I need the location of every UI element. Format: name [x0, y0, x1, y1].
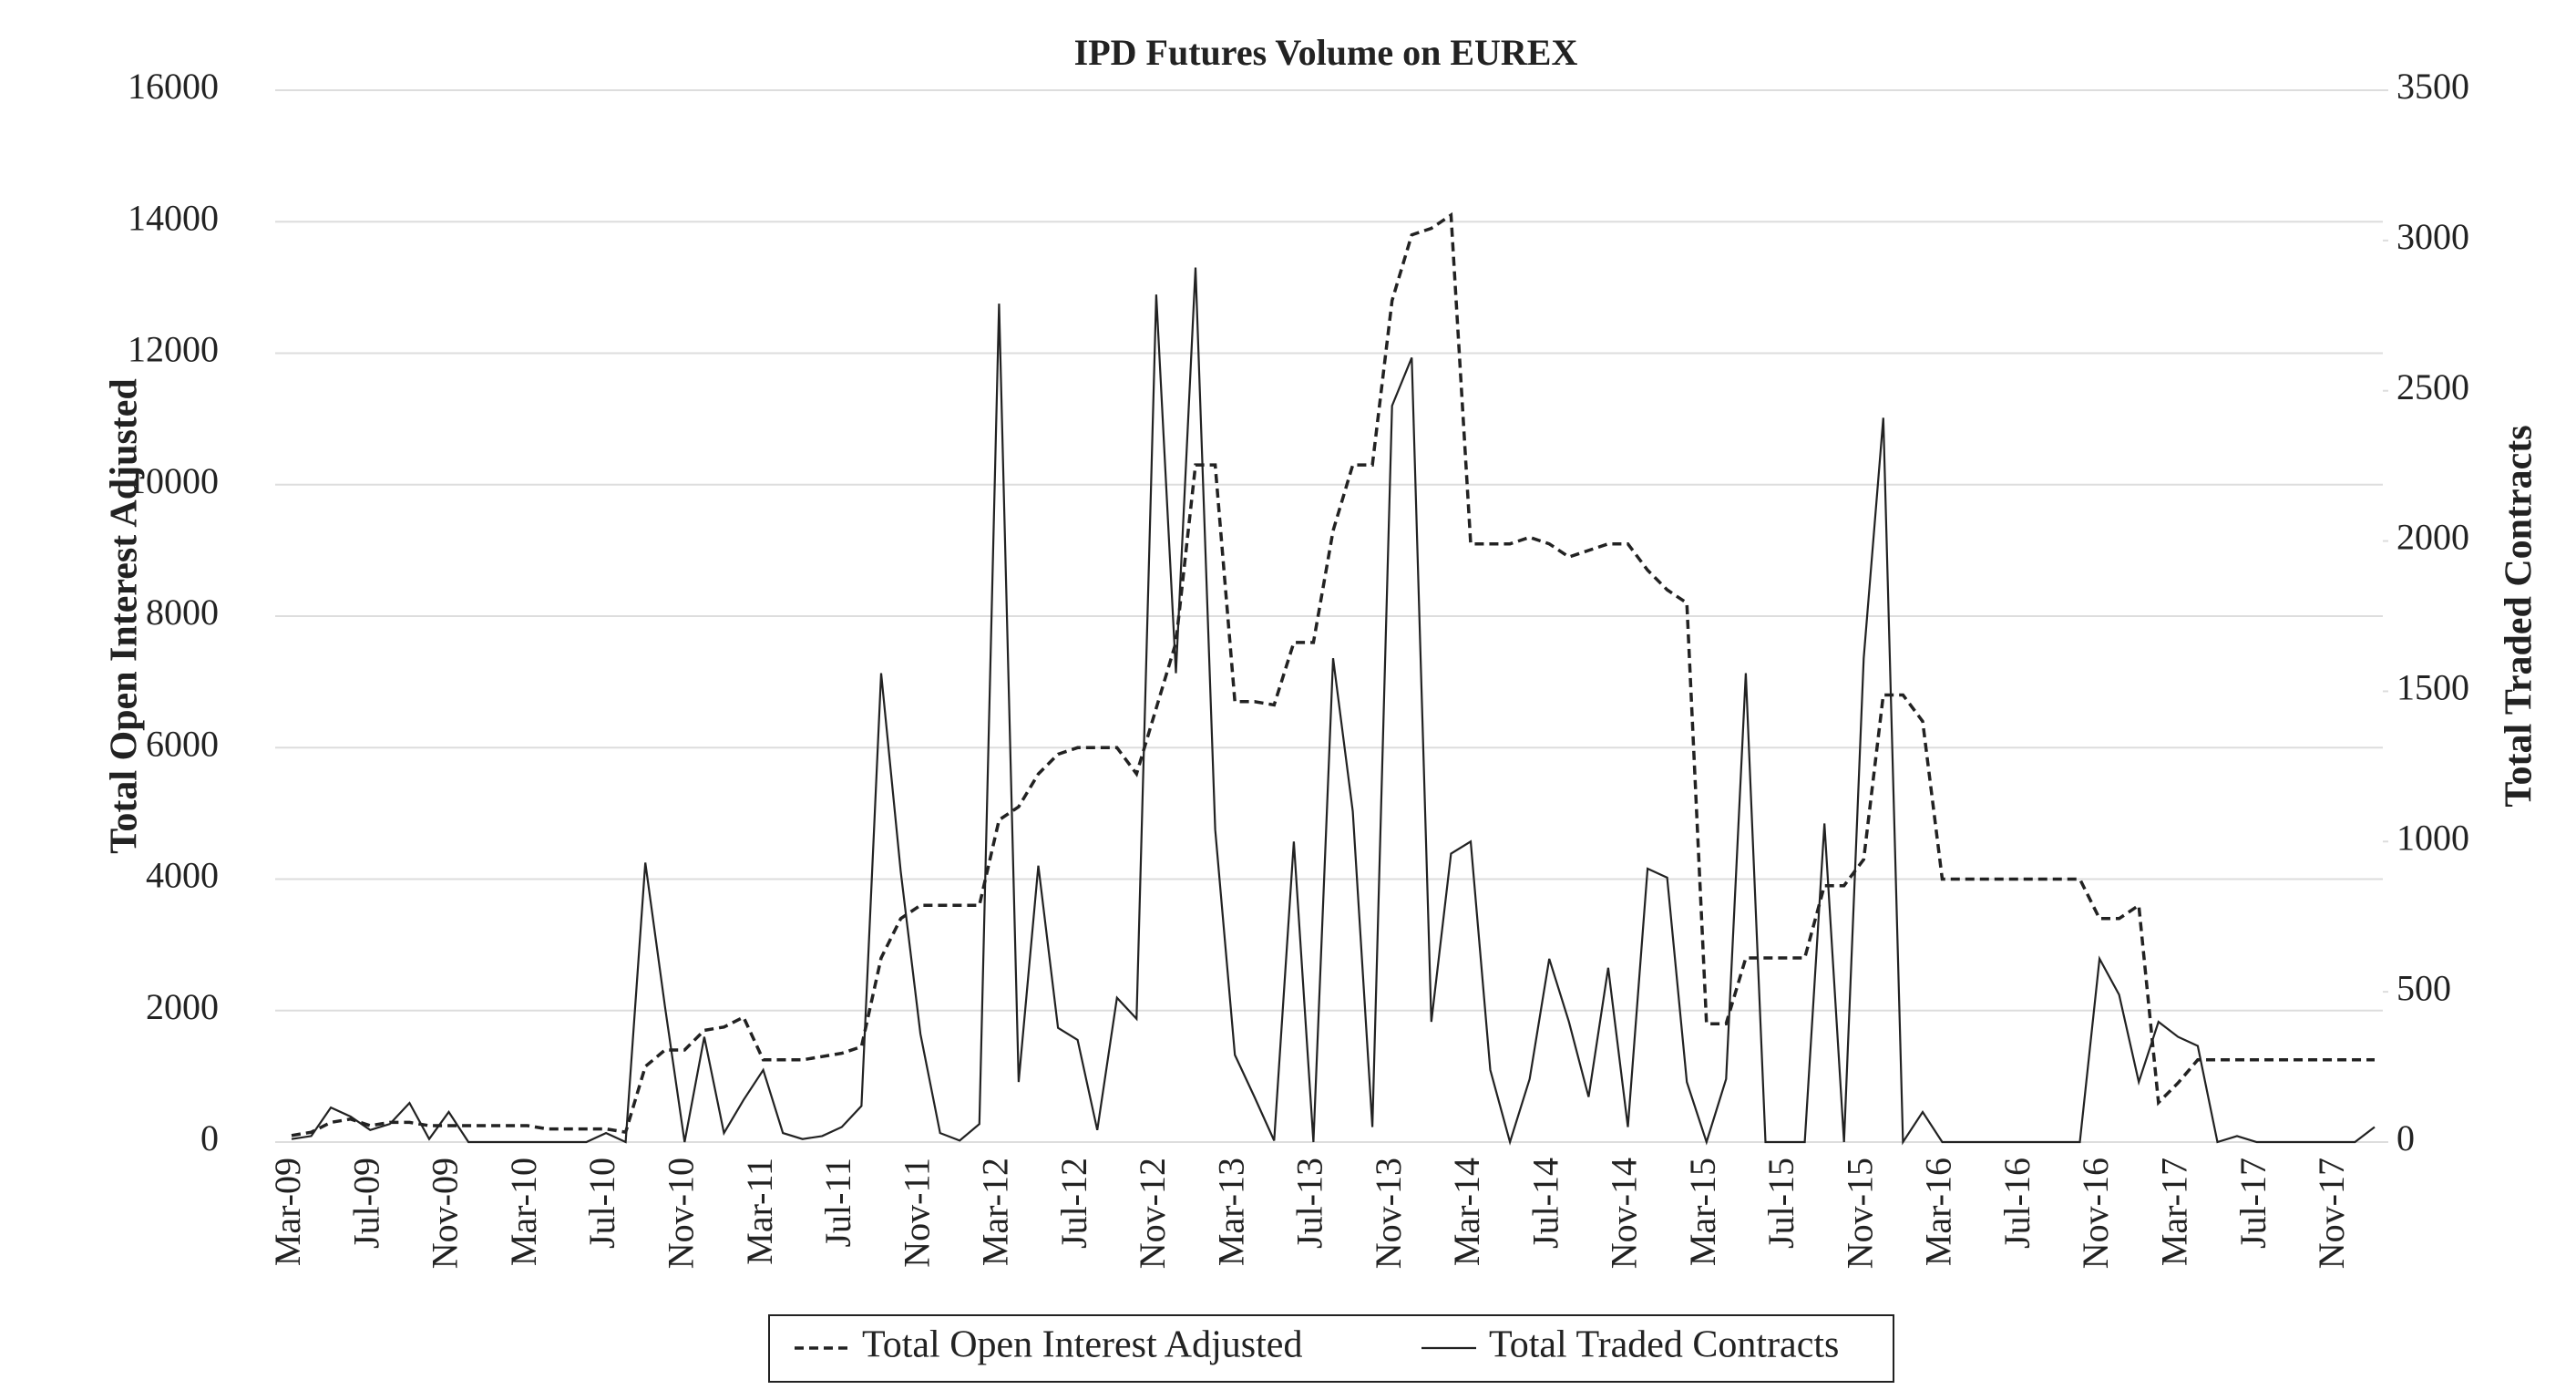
y-tick-label: 2000	[146, 986, 219, 1027]
y2-tick-label: 2000	[2396, 517, 2469, 558]
x-tick-label: Mar-17	[2154, 1158, 2195, 1266]
x-tick-label: Nov-17	[2311, 1158, 2352, 1269]
y-tick-label: 4000	[146, 855, 219, 896]
y-tick-label: 14000	[128, 197, 219, 238]
x-tick-label: Jul-10	[581, 1158, 622, 1249]
x-tick-label: Mar-09	[267, 1158, 308, 1266]
x-tick-label: Mar-11	[739, 1158, 780, 1265]
x-tick-label: Jul-12	[1053, 1158, 1094, 1249]
x-tick-label: Mar-13	[1210, 1158, 1251, 1266]
x-tick-label: Nov-10	[660, 1158, 701, 1269]
y-tick-label: 12000	[128, 329, 219, 370]
series-line	[291, 211, 2375, 1138]
series-line	[291, 267, 2376, 1146]
y2-tick-label: 1000	[2396, 817, 2469, 858]
x-tick-label: Jul-13	[1289, 1158, 1330, 1249]
y-tick-label: 0	[200, 1117, 219, 1158]
x-tick-label: Jul-17	[2232, 1158, 2273, 1249]
x-tick-label: Mar-14	[1446, 1158, 1487, 1266]
y-axis-title: Total Open Interest Adjusted	[104, 378, 146, 854]
x-tick-label: Nov-12	[1132, 1158, 1173, 1269]
y2-tick-label: 2500	[2396, 366, 2469, 407]
x-tick-label: Nov-16	[2075, 1158, 2116, 1269]
y2-tick-label: 1500	[2396, 667, 2469, 708]
y-tick-label: 10000	[128, 460, 219, 501]
x-tick-label: Nov-15	[1839, 1158, 1880, 1269]
x-tick-label: Mar-10	[503, 1158, 544, 1266]
y2-tick-label: 0	[2396, 1117, 2415, 1158]
chart-title: IPD Futures Volume on EUREX	[1074, 32, 1578, 73]
y2-axis-title: Total Traded Contracts	[2499, 425, 2540, 807]
y-tick-label: 16000	[128, 66, 219, 107]
y-tick-label: 8000	[146, 592, 219, 633]
x-tick-label: Mar-16	[1918, 1158, 1959, 1266]
x-tick-label: Jul-11	[817, 1158, 858, 1248]
y2-tick-label: 3000	[2396, 216, 2469, 257]
x-tick-label: Nov-13	[1368, 1158, 1409, 1269]
x-tick-label: Jul-16	[1996, 1158, 2037, 1249]
x-tick-label: Nov-09	[425, 1158, 466, 1269]
y2-tick-label: 3500	[2396, 66, 2469, 107]
x-tick-label: Mar-12	[975, 1158, 1016, 1266]
legend-label: Total Open Interest Adjusted	[862, 1324, 1302, 1366]
x-tick-label: Mar-15	[1682, 1158, 1723, 1266]
x-tick-label: Nov-14	[1604, 1158, 1645, 1269]
y2-tick-label: 500	[2396, 967, 2451, 1008]
x-tick-label: Jul-15	[1760, 1158, 1801, 1249]
x-tick-label: Jul-14	[1524, 1158, 1565, 1249]
x-tick-label: Jul-09	[345, 1158, 386, 1249]
y-tick-label: 6000	[146, 723, 219, 764]
x-tick-label: Nov-11	[896, 1158, 937, 1268]
legend-label: Total Traded Contracts	[1489, 1324, 1839, 1366]
legend-box	[768, 1314, 1894, 1383]
